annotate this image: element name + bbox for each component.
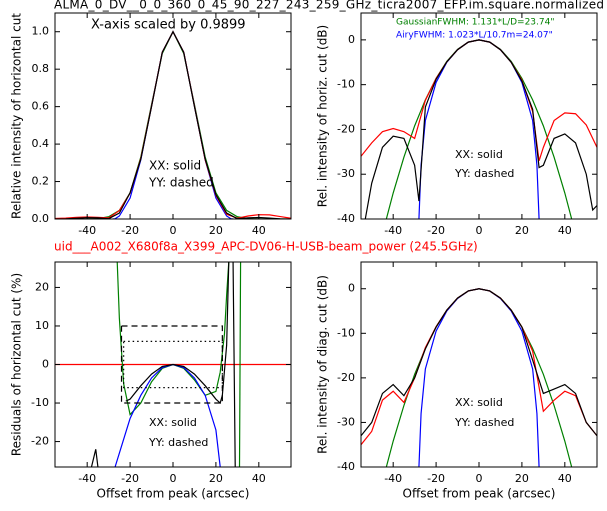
x-tick-label: -40 [78, 224, 96, 237]
x-tick-label: -20 [121, 472, 139, 485]
annotation: XX: solid [149, 416, 197, 429]
x-tick-label: 40 [252, 472, 266, 485]
series-line [123, 340, 223, 389]
y-tick-label: 0.8 [32, 62, 50, 75]
annotation: AiryFWHM: 1.023*L/10.7m=24.07" [396, 31, 553, 41]
x-tick-label: 40 [558, 224, 572, 237]
y-tick-label: -10 [337, 326, 355, 339]
annotation: X-axis scaled by 0.9899 [91, 18, 246, 33]
x-tick-label: -40 [384, 472, 402, 485]
series-line [361, 288, 597, 437]
y-tick-label: -30 [337, 167, 355, 180]
series-line [418, 288, 540, 467]
x-tick-label: 0 [170, 224, 177, 237]
y-tick-label: -10 [31, 396, 49, 409]
x-tick-label: 0 [170, 472, 177, 485]
x-axis-label: Offset from peak (arcsec) [403, 487, 556, 501]
annotation: XX: solid [455, 396, 503, 409]
annotation: YY: dashed [454, 167, 514, 180]
y-tick-label: 0 [42, 358, 49, 371]
y-axis-label: Rel. intensity of horiz. cut (dB) [316, 25, 330, 207]
axes-frame [360, 261, 598, 468]
annotation: XX: solid [455, 148, 503, 161]
x-tick-label: 40 [558, 472, 572, 485]
x-tick-label: -20 [427, 472, 445, 485]
x-tick-label: 20 [209, 472, 223, 485]
series-line [361, 39, 597, 161]
x-tick-label: 20 [515, 472, 529, 485]
x-tick-label: 0 [476, 224, 483, 237]
y-axis-label: Rel. intensity of diag. cut (dB) [316, 275, 330, 454]
annotation: YY: dashed [148, 176, 214, 190]
x-tick-label: -40 [384, 224, 402, 237]
series-line [55, 30, 291, 219]
y-tick-label: -20 [337, 371, 355, 384]
x-tick-label: -20 [427, 224, 445, 237]
chart-title: ALMA_0_DV__0_0_360_0_45_90_227_243_259_G… [54, 0, 604, 12]
series-line [418, 39, 540, 219]
annotation: YY: dashed [148, 436, 208, 449]
y-tick-label: -30 [337, 415, 355, 428]
y-tick-label: 1.0 [32, 25, 50, 38]
chart-title: uid___A002_X680f8a_X399_APC-DV06-H-USB-b… [54, 240, 478, 254]
y-tick-label: 0.0 [32, 212, 50, 225]
x-tick-label: 40 [252, 224, 266, 237]
y-tick-label: 0.2 [32, 175, 50, 188]
x-tick-label: -20 [121, 224, 139, 237]
y-tick-label: 0.4 [32, 137, 50, 150]
x-tick-label: 20 [515, 224, 529, 237]
series-line [55, 30, 291, 219]
x-tick-label: 20 [209, 224, 223, 237]
y-tick-label: -20 [31, 435, 49, 448]
axes-frame [360, 12, 598, 220]
y-tick-label: -40 [337, 460, 355, 473]
x-axis-label: Offset from peak (arcsec) [97, 487, 250, 501]
y-tick-label: 0 [348, 33, 355, 46]
annotation: GaussianFWHM: 1.131*L/D=23.74" [396, 18, 554, 28]
x-tick-label: 0 [476, 472, 483, 485]
y-tick-label: 0 [348, 282, 355, 295]
y-axis-label: Relative intensity of horizontal cut [10, 13, 24, 219]
annotation: YY: dashed [454, 416, 514, 429]
y-tick-label: -20 [337, 122, 355, 135]
y-tick-label: 0.6 [32, 100, 50, 113]
y-tick-label: -40 [337, 212, 355, 225]
y-tick-label: 10 [35, 319, 49, 332]
annotation: XX: solid [149, 159, 201, 173]
series-line [120, 325, 223, 404]
series-line [364, 39, 597, 219]
x-tick-label: -40 [78, 472, 96, 485]
series-line [55, 30, 291, 219]
y-tick-label: -10 [337, 78, 355, 91]
y-tick-label: 20 [35, 280, 49, 293]
y-axis-label: Residuals of horizontal cut (%) [10, 273, 24, 456]
